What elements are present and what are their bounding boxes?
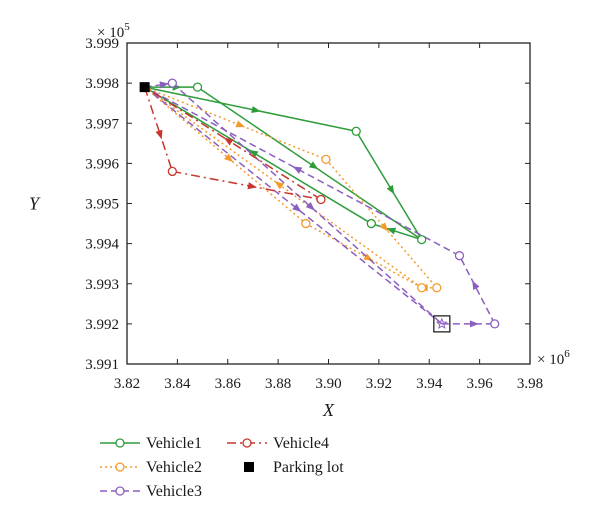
x-tick-label: 3.88 bbox=[265, 376, 291, 392]
destination-star-icon bbox=[435, 317, 448, 330]
legend-vehicle4-marker bbox=[242, 438, 252, 448]
vehicle3-point bbox=[454, 251, 465, 261]
vehicle2-point bbox=[432, 283, 442, 293]
x-tick-label: 3.92 bbox=[366, 376, 392, 392]
x-tick-label: 3.98 bbox=[517, 376, 543, 392]
legend: Vehicle1 Vehicle4 Vehicle2 Parking lot Vehic… bbox=[100, 435, 344, 500]
vehicle1-route-segment bbox=[355, 130, 423, 241]
y-axis-title: Y bbox=[29, 194, 41, 214]
x-multiplier-base: × 10 bbox=[537, 352, 564, 368]
x-tick-label: 3.86 bbox=[215, 376, 242, 392]
x-tick-label: 3.84 bbox=[164, 376, 191, 392]
legend-label-parking-lot: Parking lot bbox=[273, 459, 344, 476]
vehicle3-route-segment bbox=[144, 86, 460, 257]
x-axis-multiplier: × 106 bbox=[537, 348, 570, 368]
y-tick-label: 3.997 bbox=[85, 116, 119, 132]
vehicle4-route-segment bbox=[144, 86, 322, 201]
y-multiplier-exponent: 5 bbox=[124, 21, 130, 33]
vehicle3-route-segment bbox=[144, 86, 443, 325]
series-layer bbox=[143, 81, 496, 328]
vehicle1-point bbox=[366, 218, 376, 229]
vehicle4-route-segment bbox=[143, 86, 174, 172]
vehicle3-route-segment bbox=[458, 255, 496, 325]
vehicle3-point bbox=[490, 319, 500, 329]
x-tick-label: 3.94 bbox=[416, 376, 443, 392]
marker-layer bbox=[139, 78, 500, 333]
destination-box bbox=[433, 315, 451, 333]
vehicle2-route-segment bbox=[325, 158, 438, 289]
plot-frame bbox=[126, 42, 531, 365]
x-tick-label: 3.82 bbox=[114, 376, 140, 392]
vehicle2-point bbox=[301, 218, 311, 229]
vehicle2-point bbox=[417, 283, 427, 293]
y-tick-label: 3.998 bbox=[85, 76, 119, 92]
legend-label-vehicle3: Vehicle3 bbox=[146, 483, 202, 500]
y-tick-label: 3.991 bbox=[85, 357, 119, 373]
vehicle1-route-segment bbox=[144, 86, 372, 225]
vehicle2-point bbox=[321, 154, 331, 165]
legend-vehicle3-marker bbox=[115, 486, 125, 496]
legend-label-vehicle4: Vehicle4 bbox=[273, 435, 329, 452]
y-multiplier-base: × 10 bbox=[97, 25, 124, 41]
vehicle4-point bbox=[167, 166, 177, 177]
x-multiplier-exponent: 6 bbox=[564, 348, 570, 360]
y-tick-label: 3.994 bbox=[85, 237, 119, 253]
vehicle1-route-segment bbox=[144, 86, 357, 133]
y-tick-label: 3.993 bbox=[85, 277, 119, 293]
x-axis-ticks: 3.82 3.84 3.86 3.88 3.90 3.92 3.94 3.96 3.98 bbox=[114, 43, 543, 392]
vehicle3-route-segment bbox=[171, 82, 443, 325]
vehicle1-point bbox=[417, 234, 427, 245]
y-tick-label: 3.992 bbox=[85, 317, 119, 333]
legend-parking-lot-swatch bbox=[244, 462, 254, 472]
vehicle2-route-segment bbox=[144, 86, 307, 225]
legend-vehicle1-marker bbox=[115, 438, 125, 448]
vehicle2-route-segment bbox=[144, 86, 327, 161]
vehicle2-route-segment bbox=[305, 222, 423, 289]
parking-lot-marker bbox=[139, 82, 150, 93]
y-axis-multiplier: × 105 bbox=[97, 21, 130, 41]
y-tick-label: 3.999 bbox=[85, 36, 119, 52]
vehicle4-route-segment bbox=[172, 170, 322, 201]
vehicle1-point bbox=[351, 126, 361, 136]
y-axis-ticks: 3.991 3.992 3.993 3.994 3.995 3.996 3.997 3.998… bbox=[85, 36, 530, 373]
vehicle4-point bbox=[316, 194, 326, 205]
x-tick-label: 3.90 bbox=[315, 376, 341, 392]
legend-label-vehicle2: Vehicle2 bbox=[146, 459, 202, 476]
vehicle2-route-segment bbox=[144, 86, 423, 289]
vehicle3-point bbox=[167, 78, 177, 88]
legend-label-vehicle1: Vehicle1 bbox=[146, 435, 202, 452]
legend-vehicle2-marker bbox=[115, 462, 125, 472]
y-tick-label: 3.996 bbox=[85, 156, 119, 172]
vehicle1-point bbox=[192, 82, 203, 92]
x-tick-label: 3.96 bbox=[467, 376, 494, 392]
x-axis-title: X bbox=[322, 400, 335, 420]
y-tick-label: 3.995 bbox=[85, 197, 119, 213]
